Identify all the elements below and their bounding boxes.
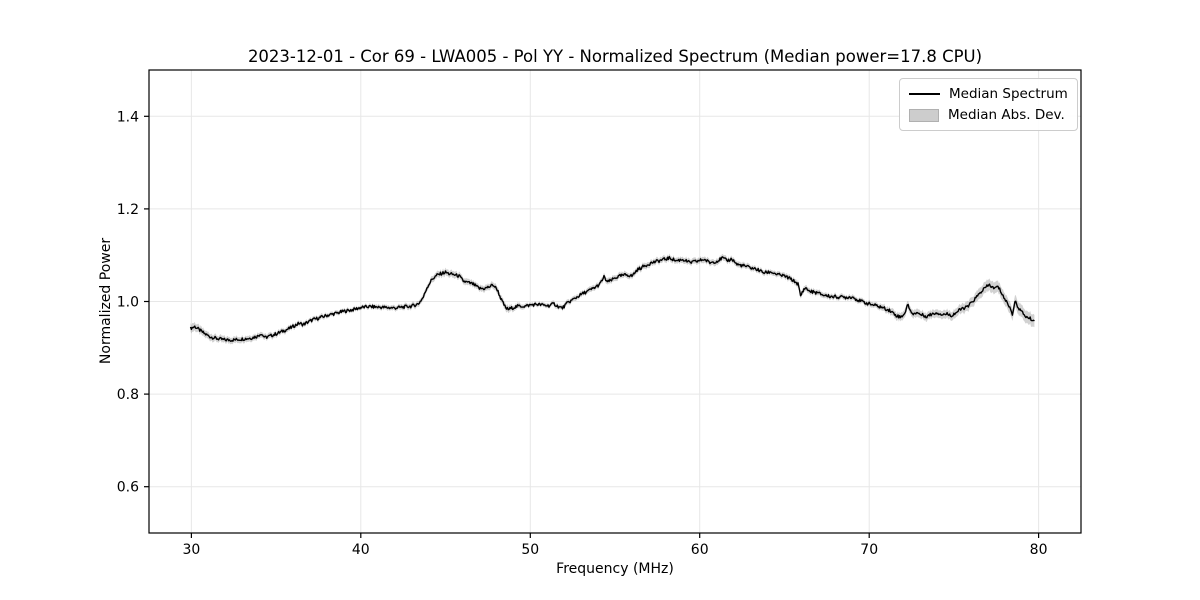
median-abs-dev-patch-swatch-icon	[909, 108, 939, 122]
legend: Median Spectrum Median Abs. Dev.	[899, 78, 1078, 131]
tick-labels: 30 40 50 60 70 80 0.6 0.8 1.0 1.2 1.4	[117, 109, 1048, 558]
y-tick-label: 0.6	[117, 480, 139, 496]
x-axis-label: Frequency (MHz)	[556, 561, 674, 577]
tick-marks	[144, 115, 1040, 538]
median-abs-dev-band	[190, 253, 1035, 345]
legend-entry-median-spectrum: Median Spectrum	[909, 86, 1068, 102]
gridlines	[149, 70, 1081, 533]
x-tick-label: 30	[182, 542, 200, 558]
chart-title: 2023-12-01 - Cor 69 - LWA005 - Pol YY - …	[247, 47, 983, 66]
x-tick-label: 80	[1030, 542, 1048, 558]
legend-label-median-spectrum: Median Spectrum	[949, 86, 1068, 102]
x-tick-label: 40	[352, 542, 370, 558]
y-tick-label: 1.4	[117, 109, 139, 125]
x-tick-label: 50	[521, 542, 539, 558]
y-tick-label: 0.8	[117, 387, 139, 403]
median-spectrum-line-swatch-icon	[909, 93, 940, 95]
y-axis-label: Normalized Power	[98, 237, 114, 365]
x-tick-label: 60	[691, 542, 709, 558]
median-spectrum-line	[189, 255, 1035, 342]
x-tick-label: 70	[860, 542, 878, 558]
y-tick-label: 1.2	[117, 202, 139, 218]
legend-label-median-abs-dev: Median Abs. Dev.	[948, 107, 1065, 123]
legend-entry-median-abs-dev: Median Abs. Dev.	[909, 107, 1068, 123]
y-tick-label: 1.0	[117, 295, 139, 311]
